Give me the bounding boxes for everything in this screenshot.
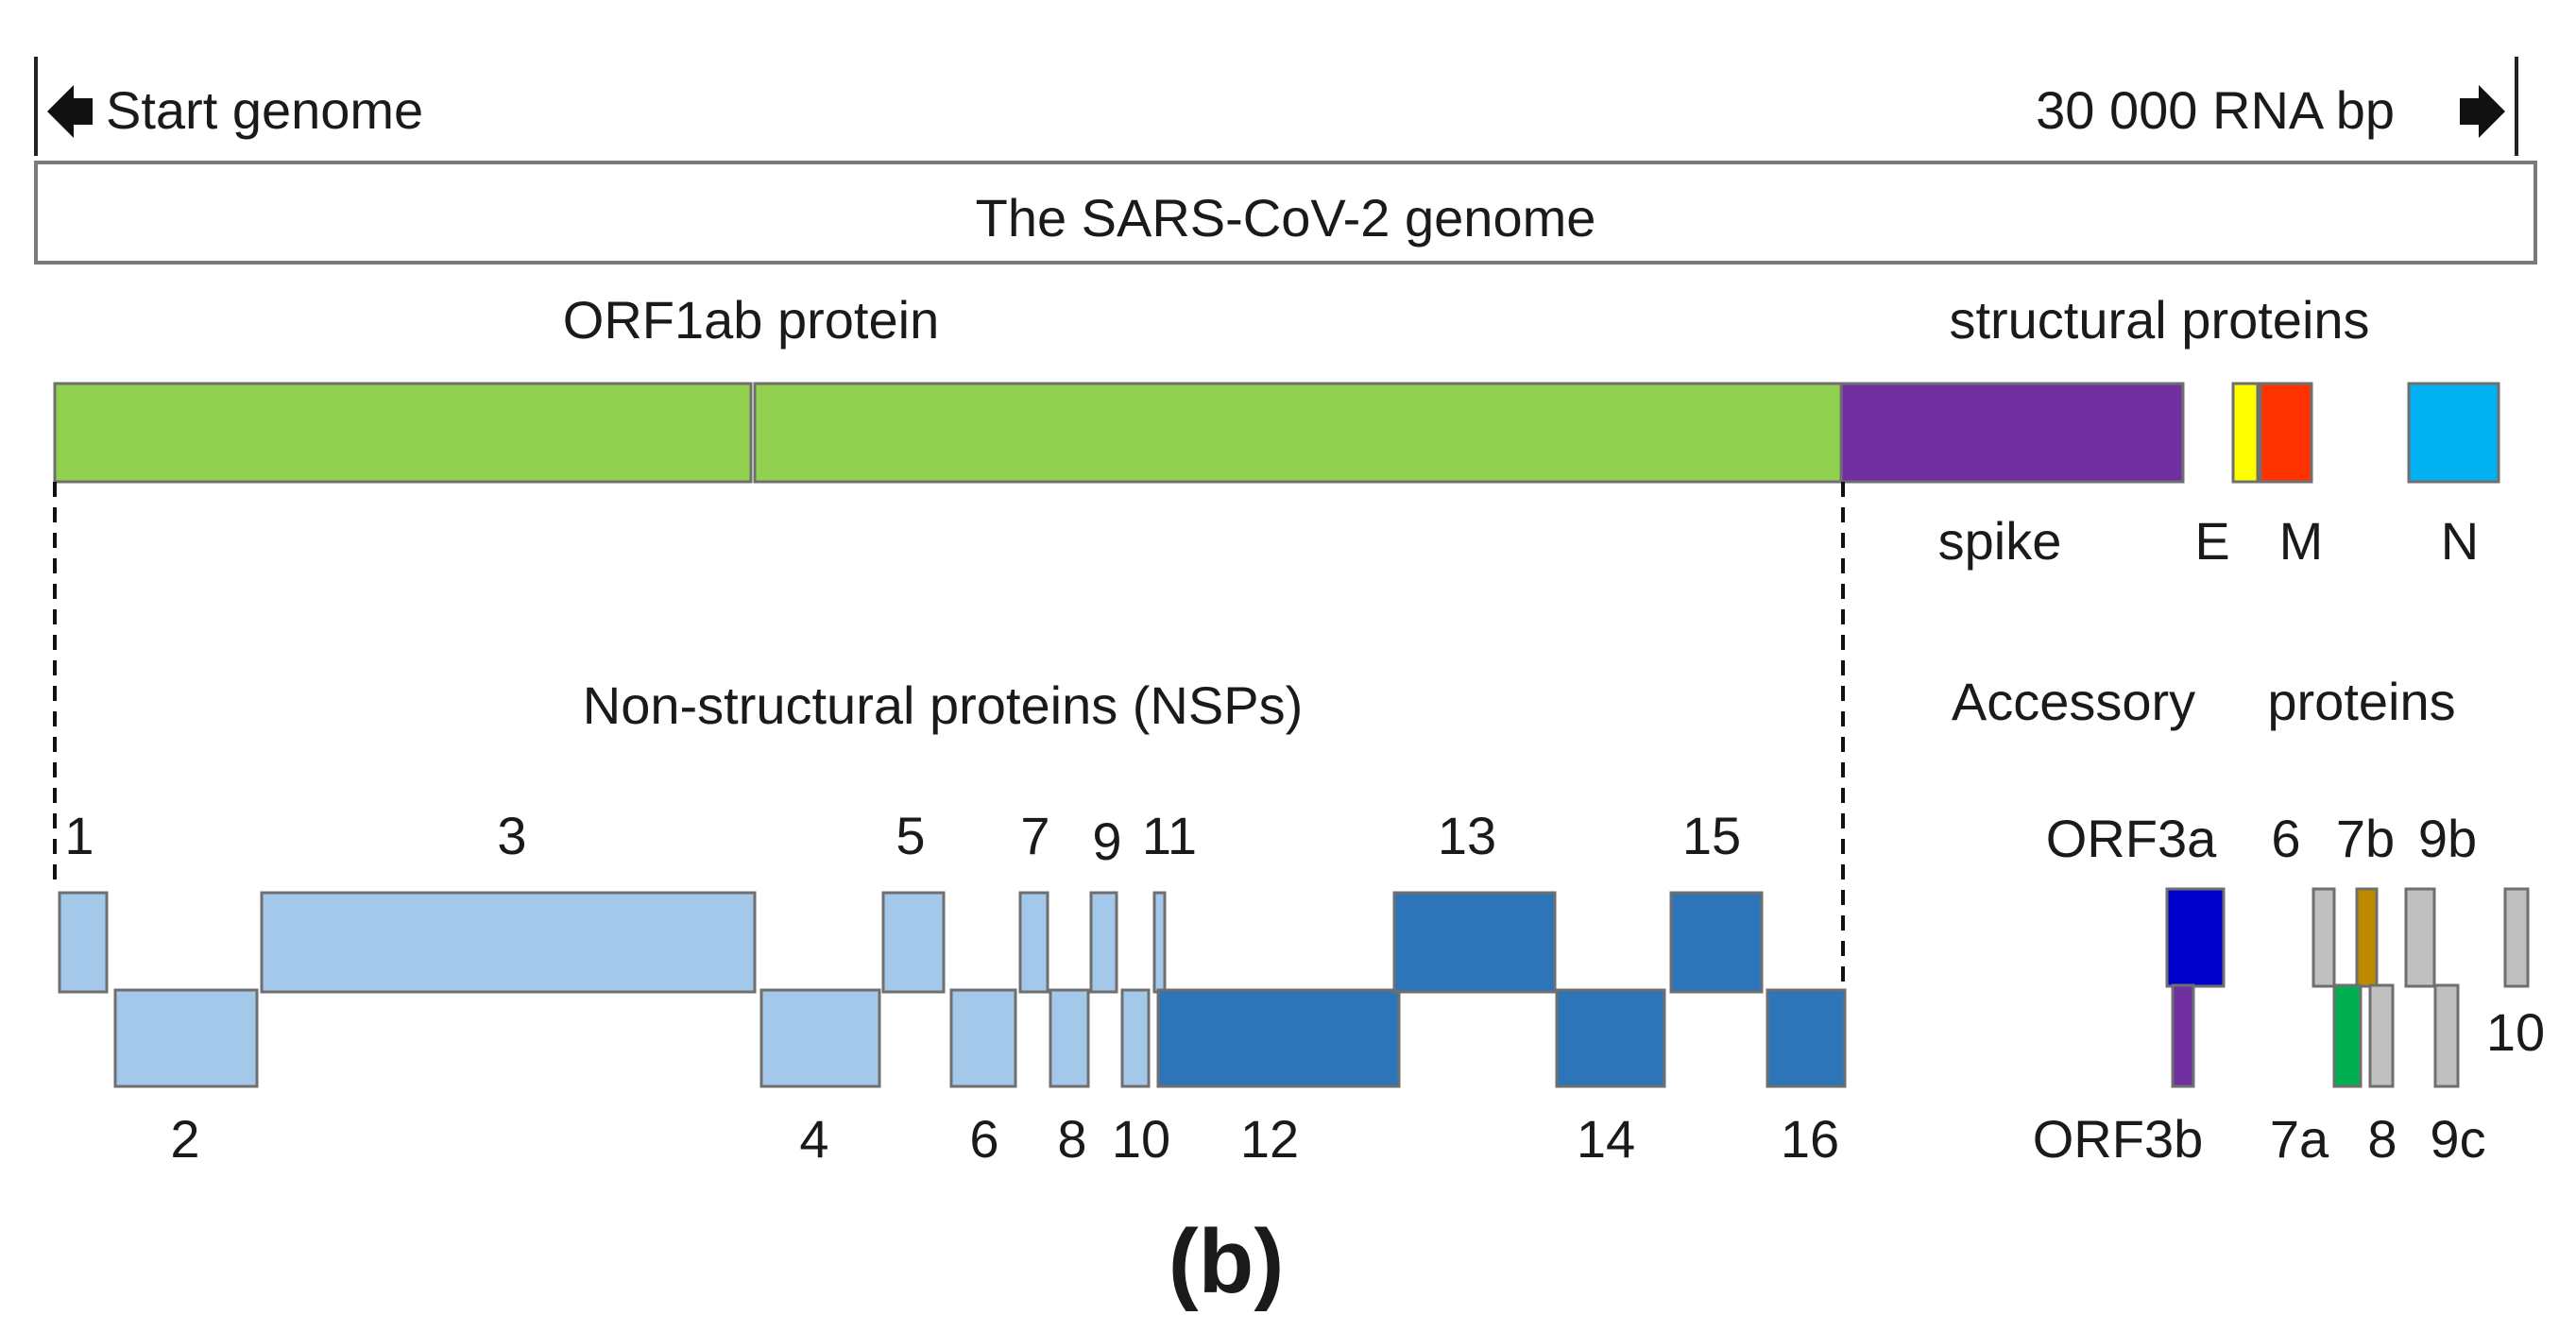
e-protein-bar	[2231, 382, 2260, 484]
acc6-box	[2312, 887, 2336, 988]
nsp16-box	[1766, 988, 1847, 1088]
nsp8-box	[1049, 988, 1090, 1088]
nsp11-label: 11	[1142, 806, 1197, 865]
nsp6-label: 6	[969, 1109, 998, 1169]
acc8-box	[2368, 983, 2395, 1088]
nsp7-box	[1018, 891, 1049, 994]
genome-length-label: 30 000 RNA bp	[2036, 80, 2395, 140]
orf1ab-label: ORF1ab protein	[563, 290, 939, 350]
nsp14-label: 14	[1577, 1109, 1635, 1169]
spike-label: spike	[1938, 511, 2062, 571]
left-arrow-icon	[47, 85, 93, 138]
nsp4-label: 4	[799, 1109, 828, 1169]
nsp15-box	[1669, 891, 1764, 994]
nsp12-box	[1156, 988, 1401, 1088]
acc8-label: 8	[2367, 1109, 2397, 1169]
nsp8-label: 8	[1057, 1109, 1086, 1169]
acc10-box	[2503, 887, 2530, 988]
acc7b-box	[2355, 887, 2379, 988]
genome-box	[34, 161, 2537, 265]
m-label: M	[2279, 511, 2324, 571]
panel-label: (b)	[1169, 1211, 1285, 1312]
nsps-label: Non-structural proteins (NSPs)	[583, 675, 1303, 735]
acc7a-box	[2332, 983, 2363, 1088]
acc6-label: 6	[2271, 809, 2300, 868]
spike-bar	[1839, 382, 2185, 484]
acc9c-label: 9c	[2430, 1109, 2485, 1169]
nsp10-label: 10	[1112, 1109, 1170, 1169]
orf1a-bar	[53, 382, 753, 484]
orf1b-bar	[753, 382, 1843, 484]
nsp7-label: 7	[1020, 806, 1049, 865]
e-label: E	[2194, 511, 2229, 571]
nsp5-box	[881, 891, 946, 994]
accessory-label-word2: proteins	[2267, 672, 2455, 731]
acc7b-label: 7b	[2336, 809, 2395, 868]
acc9b-label: 9b	[2418, 809, 2477, 868]
nsp9-label: 9	[1092, 811, 1121, 871]
nsp13-box	[1392, 891, 1557, 994]
nsp16-label: 16	[1781, 1109, 1839, 1169]
nsp2-box	[113, 988, 259, 1088]
right-arrow-icon	[2460, 85, 2505, 138]
orf3a-box	[2165, 887, 2226, 988]
acc10-label: 10	[2486, 1002, 2545, 1062]
n-protein-bar	[2407, 382, 2500, 484]
nsp4-box	[759, 988, 881, 1088]
nsp5-label: 5	[896, 806, 925, 865]
nsp15-label: 15	[1682, 806, 1741, 865]
genome-title: The SARS-CoV-2 genome	[976, 188, 1596, 248]
nsp2-label: 2	[170, 1109, 199, 1169]
nsp6-box	[949, 988, 1017, 1088]
orf3b-label: ORF3b	[2033, 1109, 2204, 1169]
nsp3-box	[260, 891, 757, 994]
nsp1-label: 1	[64, 806, 94, 865]
orf3b-box	[2171, 983, 2195, 1088]
nsp9-box	[1089, 891, 1118, 994]
m-protein-bar	[2259, 382, 2313, 484]
orf3a-label: ORF3a	[2046, 809, 2217, 868]
nsp10-box	[1120, 988, 1151, 1088]
nsp3-label: 3	[497, 806, 526, 865]
accessory-label-word1: Accessory	[1952, 672, 2195, 731]
nsp11-box	[1152, 891, 1167, 994]
n-label: N	[2441, 511, 2479, 571]
nsp14-box	[1555, 988, 1666, 1088]
acc9b-box	[2404, 887, 2436, 988]
nsp13-label: 13	[1438, 806, 1496, 865]
nsp1-box	[58, 891, 109, 994]
start-genome-label: Start genome	[106, 80, 423, 140]
structural-proteins-label: structural proteins	[1949, 290, 2369, 350]
acc9c-box	[2433, 983, 2460, 1088]
nsp12-label: 12	[1240, 1109, 1299, 1169]
acc7a-label: 7a	[2270, 1109, 2329, 1169]
